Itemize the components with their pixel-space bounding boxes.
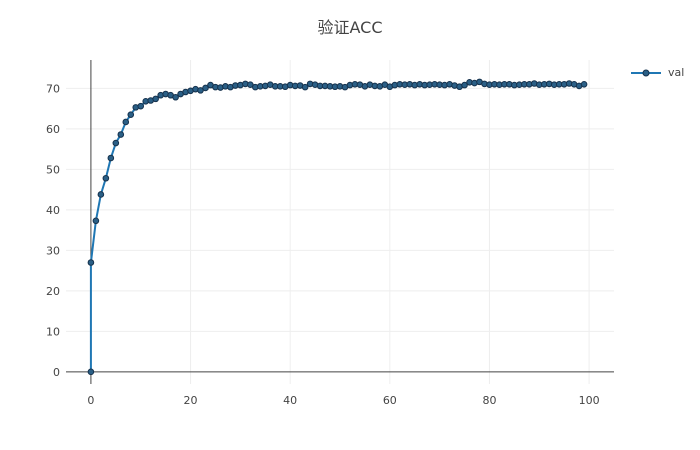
x-tick-label: 100	[579, 394, 600, 407]
axes	[66, 60, 614, 384]
y-tick-label: 0	[53, 366, 60, 379]
data-point	[202, 84, 209, 92]
x-tick-label: 40	[283, 394, 297, 407]
y-tick-label: 20	[46, 285, 60, 298]
series-layer	[87, 78, 588, 376]
data-point	[87, 368, 95, 376]
data-point	[301, 83, 309, 91]
y-tick-label: 70	[46, 82, 60, 95]
x-tick-label: 60	[383, 394, 397, 407]
chart-title: 验证ACC	[317, 18, 383, 37]
tick-labels: 0 20 40 60 80 100 0 10 20 30 40 50 60 70	[46, 82, 600, 407]
data-point	[107, 154, 115, 162]
data-point	[152, 95, 159, 103]
x-tick-label: 80	[482, 394, 496, 407]
y-tick-label: 30	[46, 244, 60, 257]
legend-swatch	[631, 69, 661, 76]
grid-lines	[66, 60, 614, 384]
x-tick-label: 20	[184, 394, 198, 407]
data-point	[127, 111, 135, 118]
legend-label-val: val	[668, 66, 685, 79]
legend[interactable]: val	[630, 66, 684, 79]
series-line-val	[89, 80, 585, 372]
data-point	[102, 174, 110, 182]
data-point	[580, 81, 588, 88]
data-point	[122, 118, 130, 126]
data-point	[87, 259, 95, 266]
y-tick-label: 10	[46, 325, 60, 338]
data-point	[137, 102, 145, 110]
y-tick-label: 40	[46, 204, 60, 217]
data-point	[92, 217, 100, 225]
x-tick-label: 0	[87, 394, 94, 407]
data-point	[172, 93, 179, 101]
y-tick-label: 60	[46, 123, 60, 136]
data-point	[112, 139, 120, 147]
data-point	[97, 191, 105, 198]
y-tick-label: 50	[46, 163, 60, 176]
data-point	[461, 81, 468, 89]
legend-marker	[642, 69, 650, 76]
data-point	[117, 131, 125, 138]
